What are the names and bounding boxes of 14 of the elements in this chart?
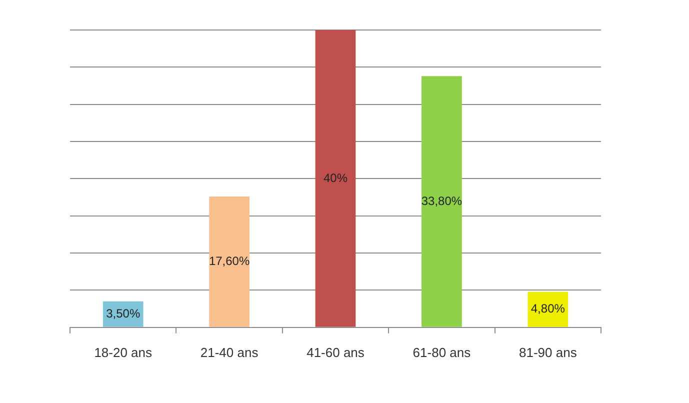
x-tick-label: 41-60 ans bbox=[306, 344, 365, 360]
data-label: 33,80% bbox=[421, 194, 462, 208]
bar bbox=[528, 292, 568, 327]
data-label: 3,50% bbox=[106, 306, 140, 320]
data-label: 4,80% bbox=[530, 302, 566, 316]
data-label: 40% bbox=[323, 170, 348, 185]
x-tick-label: 18-20 ans bbox=[94, 344, 153, 360]
x-tick-label: 61-80 ans bbox=[412, 344, 472, 360]
bar bbox=[422, 76, 462, 327]
bar bbox=[209, 196, 250, 327]
bar bbox=[315, 30, 356, 327]
x-tick-label: 81-90 ans bbox=[518, 344, 578, 360]
x-tick-label: 21-40 ans bbox=[200, 344, 259, 360]
data-label: 17,60% bbox=[208, 254, 250, 268]
